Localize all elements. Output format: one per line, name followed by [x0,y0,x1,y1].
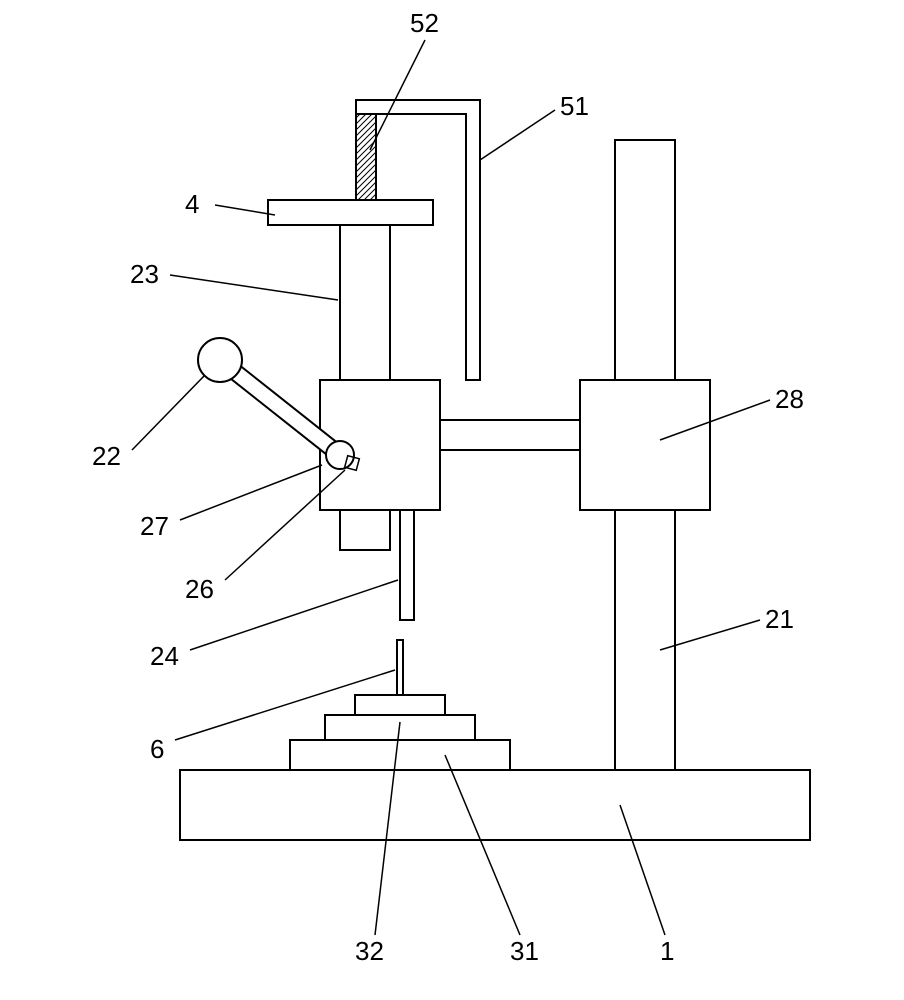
head-lower [340,510,390,550]
leader-n51 [480,110,555,160]
leader-n22 [132,375,205,450]
seat-top [355,695,445,715]
label-n21: 21 [765,604,794,634]
quill [340,220,390,380]
label-n22: 22 [92,441,121,471]
label-n26: 26 [185,574,214,604]
slider-block [580,380,710,510]
drill-rod [400,510,414,620]
leader-n52 [370,40,425,150]
leader-n4 [215,205,275,215]
seat-bottom [290,740,510,770]
label-n6: 6 [150,734,164,764]
label-n23: 23 [130,259,159,289]
label-n1: 1 [660,936,674,966]
connecting-bar [440,420,580,450]
label-n24: 24 [150,641,179,671]
bracket-vertical [466,114,480,380]
leader-n27 [180,465,322,520]
pin [397,640,403,695]
label-n4: 4 [185,189,199,219]
base-plate [180,770,810,840]
mechanical-diagram [180,100,810,840]
label-n52: 52 [410,8,439,38]
label-n27: 27 [140,511,169,541]
leader-n23 [170,275,338,300]
label-n51: 51 [560,91,589,121]
cap-plate [268,200,433,225]
leader-n24 [190,580,398,650]
label-n31: 31 [510,936,539,966]
leader-n26 [225,470,345,580]
label-n32: 32 [355,936,384,966]
label-n28: 28 [775,384,804,414]
handle-pivot [326,441,354,469]
bracket-top [356,100,480,114]
